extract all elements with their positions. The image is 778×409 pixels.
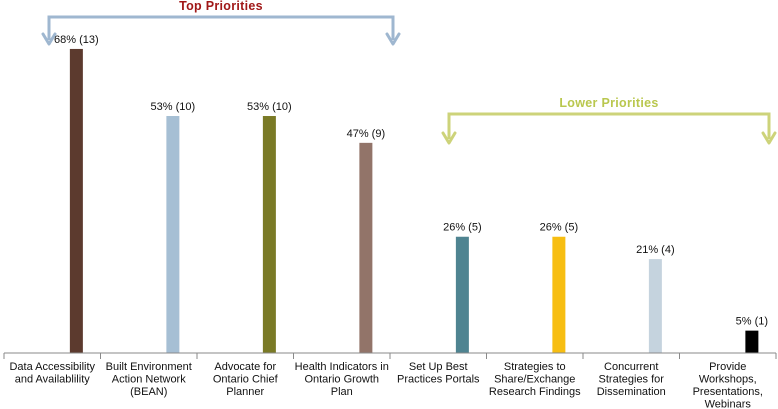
category-label-line: Set Up Best <box>409 361 468 373</box>
bar <box>69 48 83 353</box>
bar <box>455 236 469 353</box>
bracket-arrowhead <box>41 32 57 46</box>
bracket-arrowhead <box>761 131 777 145</box>
data-label: 47% (9) <box>347 128 386 140</box>
category-label-line: Data Accessibility <box>9 361 95 373</box>
category-label-line: Webinars <box>705 399 752 409</box>
data-label: 26% (5) <box>540 222 579 234</box>
bracket-arrowhead <box>385 32 401 46</box>
priority-group-title: Lower Priorities <box>559 96 658 110</box>
bar <box>552 236 566 353</box>
category-label: Data Accessibility and Availablility <box>9 361 95 386</box>
bracket-line <box>47 15 395 40</box>
category-label-line: and Availablility <box>15 374 91 386</box>
data-label: 68% (13) <box>54 34 99 46</box>
category-labels-group: Data Accessibility and Availablility Built… <box>9 361 762 409</box>
priority-group-title: Top Priorities <box>179 0 263 13</box>
category-label-line: Concurrent <box>604 361 658 373</box>
category-label-line: Built Environment <box>106 361 192 373</box>
category-label-line: Research Findings <box>489 386 581 398</box>
category-label-line: Workshops, <box>699 374 757 386</box>
category-label-line: Health Indicators in <box>295 361 389 373</box>
value-labels-group: 68% (13) 53% (10) 53% (10) 47% (9) 26% (5) 26… <box>54 34 768 328</box>
category-label-line: Plan <box>331 386 353 398</box>
priority-annotations: Top Priorities Lower Priorities <box>41 0 777 145</box>
category-label-line: Strategies for <box>599 374 665 386</box>
data-label: 53% (10) <box>247 101 292 113</box>
category-label-line: Provide <box>709 361 746 373</box>
category-label: Provide Workshops, Presentations, Webinars <box>693 361 763 409</box>
category-label-line: Ontario Chief <box>213 374 279 386</box>
bar <box>745 330 759 353</box>
data-label: 26% (5) <box>443 222 482 234</box>
bracket-line <box>447 112 771 139</box>
x-axis-ticks <box>3 353 777 359</box>
category-label-line: Strategies to <box>504 361 566 373</box>
data-label: 5% (1) <box>736 316 768 328</box>
category-label: Set Up Best Practices Portals <box>397 361 480 386</box>
category-label-line: Action Network <box>112 374 186 386</box>
category-label-line: Planner <box>226 386 264 398</box>
bracket-arrowhead <box>441 131 457 145</box>
bar <box>262 116 276 353</box>
category-label: Strategies to Share/Exchange Research Find… <box>489 361 581 398</box>
category-label: Built Environment Action Network (BEAN) <box>106 361 192 398</box>
bar <box>648 259 662 353</box>
category-label-line: Share/Exchange <box>494 374 575 386</box>
priority-bracket: Top Priorities <box>41 0 401 46</box>
priority-bracket: Lower Priorities <box>441 96 777 145</box>
category-label-line: Ontario Growth <box>304 374 379 386</box>
bar <box>359 142 373 353</box>
bar <box>166 116 180 353</box>
bars-group <box>69 48 759 353</box>
category-label-line: Practices Portals <box>397 374 480 386</box>
category-label: Concurrent Strategies for Dissemination <box>597 361 666 398</box>
category-label: Health Indicators in Ontario Growth Plan <box>295 361 389 398</box>
category-label-line: Presentations, <box>693 386 763 398</box>
data-label: 53% (10) <box>151 101 196 113</box>
category-label-line: (BEAN) <box>130 386 167 398</box>
category-label-line: Dissemination <box>597 386 666 398</box>
category-label: Advocate for Ontario Chief Planner <box>213 361 279 398</box>
category-label-line: Advocate for <box>214 361 276 373</box>
data-label: 21% (4) <box>636 244 675 256</box>
